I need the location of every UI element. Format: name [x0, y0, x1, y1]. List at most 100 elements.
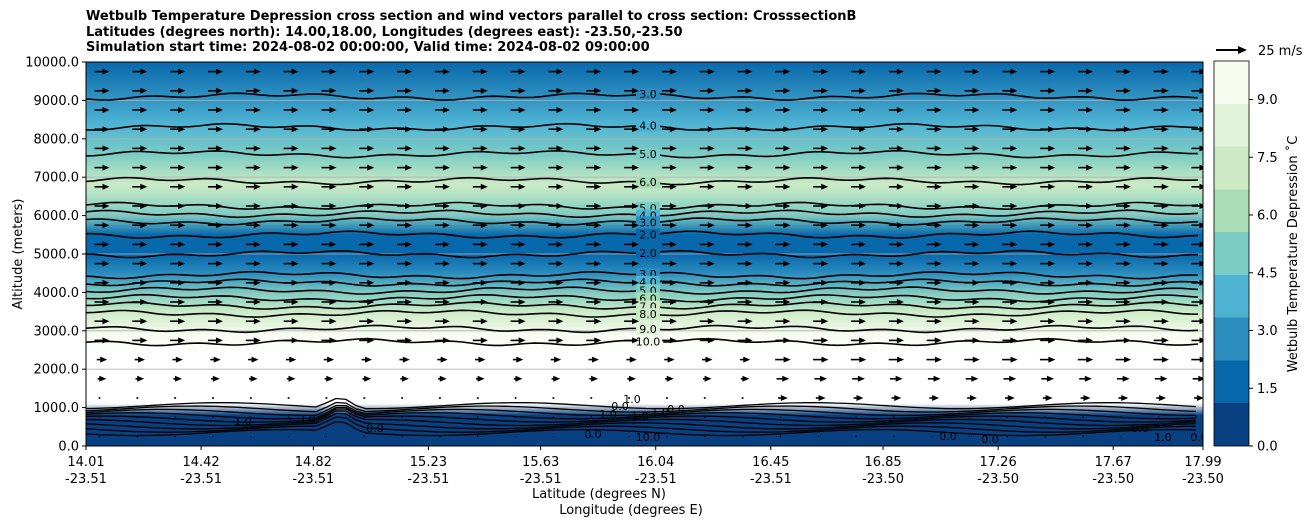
wind-vector-head [1086, 337, 1094, 344]
wind-vector-head [442, 299, 450, 305]
wind-vector-head [291, 87, 299, 94]
wind-vector-head [896, 203, 904, 209]
wind-vector-head [553, 375, 561, 382]
wind-vector-head [1161, 68, 1169, 75]
wind-vector-head [591, 356, 599, 363]
x-tick-label-lon: -23.50 [1182, 472, 1224, 487]
wind-vector-head [1199, 337, 1203, 344]
wind-vector-head [251, 356, 259, 363]
y-tick-label: 0.0 [58, 440, 79, 455]
wind-vector-head [291, 337, 299, 344]
wind-vector-head [253, 222, 261, 229]
wind-vector-head [934, 164, 942, 171]
wind-vector-head [329, 87, 337, 94]
wind-vector-head [896, 279, 904, 286]
wind-vector-head [442, 260, 450, 267]
wind-vector-head [821, 222, 829, 229]
wind-vector-head [821, 318, 829, 325]
wind-vector-head [364, 375, 372, 382]
wind-vector-head [556, 279, 564, 286]
wind-vector-head [1010, 337, 1018, 344]
wind-vector-head [821, 87, 829, 94]
wind-vector-head [326, 375, 334, 382]
wind-vector-head [669, 260, 677, 267]
wind-vector-head [405, 87, 413, 94]
wind-vector-head [972, 145, 980, 152]
wind-vector-head [1199, 299, 1203, 305]
wind-vector-head [821, 183, 829, 190]
y-axis: 0.0 1000.0 2000.0 3000.0 4000.0 5000.0 6000.0 7… [25, 56, 86, 455]
wind-vector-head [140, 183, 148, 190]
wind-vector-head [1048, 107, 1056, 113]
wind-vector-head [518, 318, 526, 325]
wind-vector-head [215, 318, 223, 325]
contour-label-bg [636, 119, 660, 132]
wind-vector-head [405, 337, 413, 344]
wind-vector-head [934, 299, 942, 305]
wind-vector-head [669, 318, 677, 325]
title-line-1: Wetbulb Temperature Depression cross sec… [86, 9, 857, 24]
wind-vector-head [632, 279, 640, 286]
x-tick-label-lat: 16.85 [864, 455, 901, 470]
wind-vector-head [516, 356, 524, 363]
wind-vector-head [253, 337, 261, 344]
wind-vector-head [102, 241, 110, 248]
wind-vector-head [137, 375, 145, 382]
wind-vector-head [707, 222, 715, 229]
contour-label-low: 1.0 [651, 406, 669, 419]
x-axis-label-lon: Longitude (degrees E) [559, 503, 703, 518]
wind-vector-head [896, 299, 904, 305]
wind-vector-head [405, 279, 413, 286]
wind-vector-head [1048, 87, 1056, 94]
contour-label-low: 1.0 [1154, 431, 1172, 444]
wind-vector-head [1048, 337, 1056, 344]
contour-label: 10.0 [636, 336, 661, 349]
contour-label-bg [636, 246, 660, 259]
wind-vector-head [518, 145, 526, 152]
wind-vector-head [895, 375, 903, 382]
wind-vector-head [556, 337, 564, 344]
wind-vector-head [556, 299, 564, 305]
wind-vector-head [518, 87, 526, 94]
x-tick-label-lat: 17.26 [980, 455, 1017, 470]
wind-vector-head [213, 356, 221, 363]
wind-vector-head [1048, 356, 1056, 363]
wind-vector-head [1199, 203, 1203, 209]
contour-label-bg [636, 308, 660, 321]
wind-vector-head [632, 183, 640, 190]
wind-vector-head [972, 318, 980, 325]
chart-title: Wetbulb Temperature Depression cross sec… [86, 9, 856, 56]
wind-vector-head [594, 68, 602, 75]
colorbar-tick-label: 1.5 [1257, 382, 1278, 397]
wind-vector-head [783, 126, 791, 133]
wind-vector-head [632, 145, 640, 152]
wind-vector-head [405, 145, 413, 152]
wind-vector-head [102, 164, 110, 171]
wind-vector-head [594, 164, 602, 171]
wind-vector-head [1199, 68, 1203, 75]
wind-vector-head [1160, 375, 1168, 382]
wind-vector-head [972, 68, 980, 75]
wind-vector-head [480, 126, 488, 133]
contour-label-low: 0.0 [584, 428, 602, 441]
wind-vector-head [178, 145, 186, 152]
wind-vector-head [140, 145, 148, 152]
contour-label: 3.0 [639, 88, 657, 101]
wind-vector-head [972, 241, 980, 248]
contour-label-low: 3.0 [298, 413, 316, 426]
wind-vector-head [859, 107, 867, 113]
wind-vector-head [669, 126, 677, 133]
colorbar-tick-label: 9.0 [1257, 93, 1278, 108]
wind-vector-head [480, 203, 488, 209]
wind-vector-head [896, 145, 904, 152]
wind-vector-head [783, 87, 791, 94]
contour-label-low: 1.0 [623, 393, 641, 406]
colorbar-label: Wetbulb Temperature Depression ˚C [1285, 136, 1301, 373]
wind-vector-head [102, 260, 110, 267]
wind-vectors [94, 68, 1203, 438]
wind-vector-head [1086, 356, 1094, 363]
wind-vector-head [1123, 299, 1131, 305]
wind-vector-head [632, 260, 640, 267]
wind-vector-head [1048, 241, 1056, 248]
wind-vector-head [1045, 395, 1053, 401]
